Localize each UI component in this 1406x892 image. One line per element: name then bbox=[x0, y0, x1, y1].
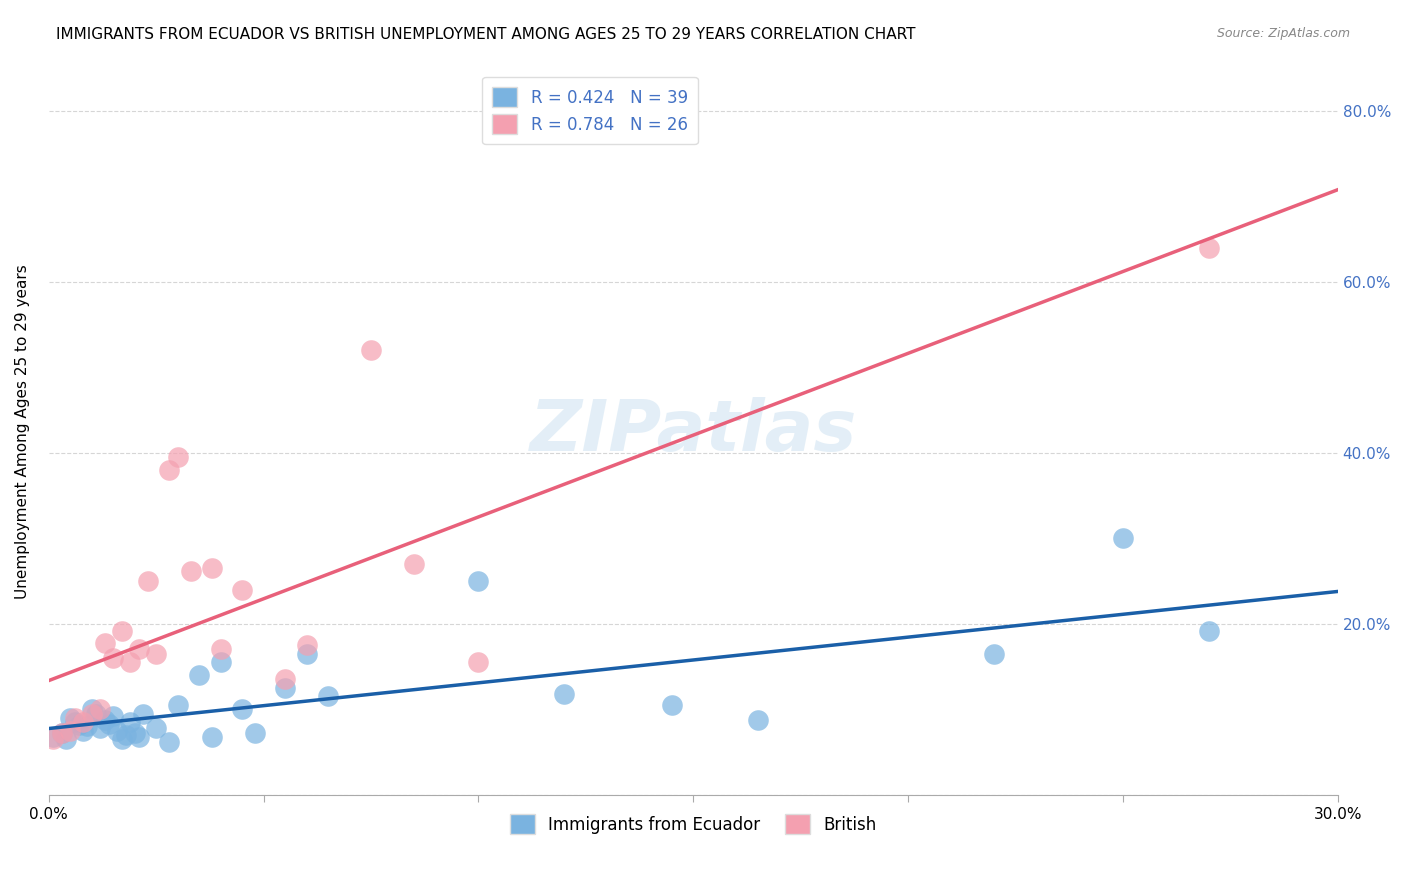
Point bbox=[128, 642, 150, 657]
Point bbox=[93, 713, 115, 727]
Point bbox=[157, 463, 180, 477]
Point bbox=[145, 647, 167, 661]
Point bbox=[201, 561, 224, 575]
Point bbox=[80, 702, 103, 716]
Point bbox=[1198, 241, 1220, 255]
Y-axis label: Unemployment Among Ages 25 to 29 years: Unemployment Among Ages 25 to 29 years bbox=[15, 264, 30, 599]
Point bbox=[231, 582, 253, 597]
Point bbox=[111, 624, 134, 638]
Point bbox=[80, 706, 103, 721]
Point bbox=[209, 642, 232, 657]
Point bbox=[1198, 624, 1220, 638]
Point bbox=[103, 651, 125, 665]
Point bbox=[72, 723, 94, 738]
Point bbox=[157, 735, 180, 749]
Point bbox=[97, 716, 120, 731]
Point bbox=[201, 730, 224, 744]
Point bbox=[145, 721, 167, 735]
Point bbox=[76, 719, 98, 733]
Point bbox=[89, 721, 111, 735]
Point bbox=[132, 706, 155, 721]
Point bbox=[136, 574, 159, 588]
Point bbox=[89, 702, 111, 716]
Point bbox=[360, 343, 382, 358]
Point bbox=[111, 732, 134, 747]
Point bbox=[120, 715, 142, 730]
Point bbox=[84, 706, 107, 721]
Point bbox=[67, 717, 90, 731]
Point bbox=[63, 711, 86, 725]
Point bbox=[107, 723, 129, 738]
Point bbox=[553, 687, 575, 701]
Point bbox=[243, 726, 266, 740]
Point bbox=[51, 726, 73, 740]
Point bbox=[63, 715, 86, 730]
Point bbox=[166, 698, 188, 712]
Point bbox=[1112, 532, 1135, 546]
Point bbox=[166, 450, 188, 465]
Point bbox=[188, 668, 211, 682]
Point bbox=[231, 702, 253, 716]
Point bbox=[180, 564, 202, 578]
Point bbox=[274, 673, 297, 687]
Point bbox=[59, 723, 82, 738]
Point bbox=[983, 647, 1005, 661]
Point bbox=[209, 655, 232, 669]
Point bbox=[661, 698, 683, 712]
Point bbox=[467, 655, 489, 669]
Point bbox=[103, 709, 125, 723]
Point bbox=[59, 711, 82, 725]
Point bbox=[274, 681, 297, 695]
Point bbox=[124, 726, 146, 740]
Text: IMMIGRANTS FROM ECUADOR VS BRITISH UNEMPLOYMENT AMONG AGES 25 TO 29 YEARS CORREL: IMMIGRANTS FROM ECUADOR VS BRITISH UNEMP… bbox=[56, 27, 915, 42]
Legend: Immigrants from Ecuador, British: Immigrants from Ecuador, British bbox=[499, 804, 887, 845]
Point bbox=[51, 726, 73, 740]
Point bbox=[295, 647, 318, 661]
Text: ZIPatlas: ZIPatlas bbox=[530, 397, 856, 467]
Point bbox=[295, 638, 318, 652]
Point bbox=[72, 715, 94, 730]
Point bbox=[42, 732, 65, 747]
Point bbox=[128, 730, 150, 744]
Point bbox=[316, 690, 339, 704]
Point bbox=[42, 730, 65, 744]
Point bbox=[55, 732, 77, 747]
Point bbox=[120, 655, 142, 669]
Point bbox=[467, 574, 489, 588]
Point bbox=[747, 713, 769, 727]
Point bbox=[93, 635, 115, 649]
Point bbox=[115, 728, 138, 742]
Text: Source: ZipAtlas.com: Source: ZipAtlas.com bbox=[1216, 27, 1350, 40]
Point bbox=[402, 557, 425, 571]
